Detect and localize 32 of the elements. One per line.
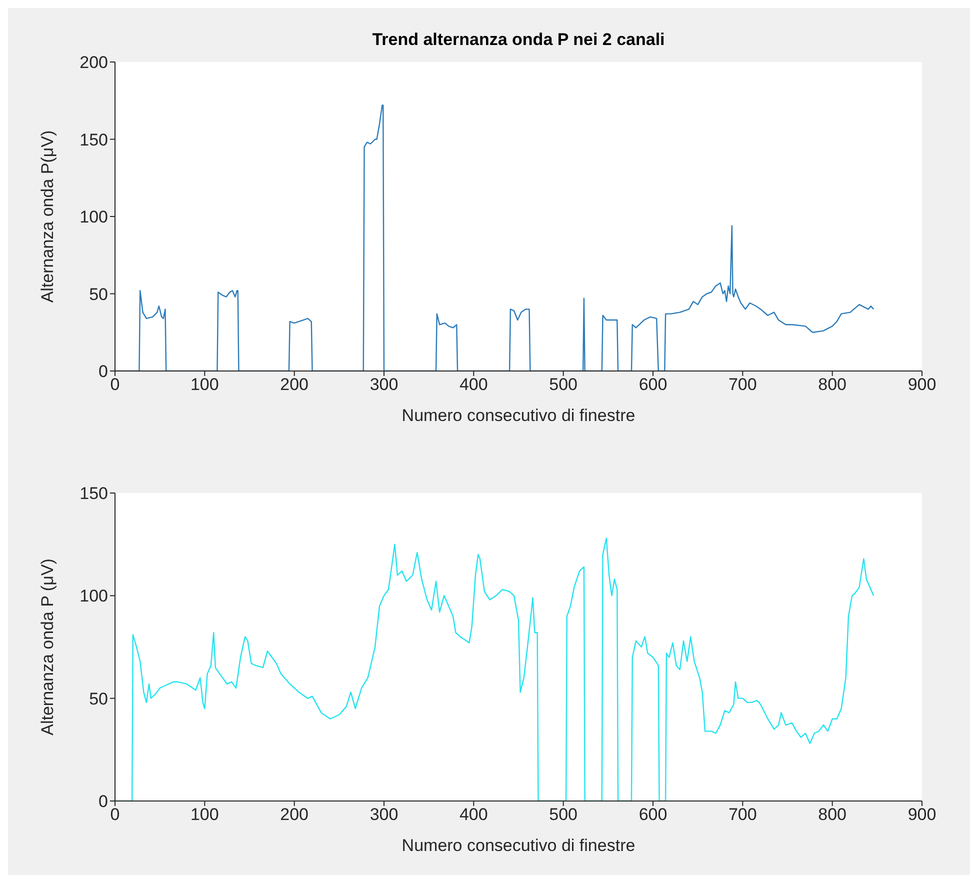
x-tick-label: 600: [638, 805, 668, 824]
x-tick-label: 900: [908, 805, 936, 824]
x-tick-label: 800: [818, 805, 847, 824]
y-tick-label: 100: [80, 208, 108, 227]
y-tick-label: 100: [80, 586, 108, 606]
y-tick-label: 0: [98, 792, 108, 812]
x-tick-label: 700: [728, 375, 757, 394]
y-tick-label: 0: [98, 362, 108, 382]
x-axis-title: Numero consecutivo di finestre: [402, 406, 636, 425]
x-tick-label: 200: [280, 805, 309, 824]
x-tick-label: 600: [638, 375, 668, 394]
x-tick-label: 400: [459, 375, 488, 394]
y-tick-label: 150: [80, 484, 108, 504]
x-tick-label: 400: [459, 805, 488, 824]
x-tick-label: 300: [370, 375, 398, 394]
y-axis-title: Alternanza onda P(μV): [38, 130, 58, 303]
x-tick-label: 100: [190, 805, 219, 824]
x-tick-label: 900: [908, 375, 936, 394]
x-tick-label: 800: [818, 375, 847, 394]
y-tick-label: 50: [89, 689, 108, 708]
y-tick-label: 150: [80, 130, 108, 150]
x-axis-title: Numero consecutivo di finestre: [402, 836, 636, 855]
x-tick-label: 500: [549, 805, 578, 824]
x-tick-label: 200: [280, 375, 309, 394]
y-tick-label: 200: [80, 53, 108, 72]
y-axis-title: Alternanza onda P (μV): [38, 558, 58, 736]
x-tick-label: 100: [190, 375, 219, 394]
y-tick-label: 50: [89, 284, 108, 304]
x-tick-label: 500: [549, 375, 578, 394]
x-tick-label: 300: [370, 805, 398, 824]
x-tick-label: 700: [728, 805, 757, 824]
chart-title: Trend alternanza onda P nei 2 canali: [371, 30, 666, 50]
